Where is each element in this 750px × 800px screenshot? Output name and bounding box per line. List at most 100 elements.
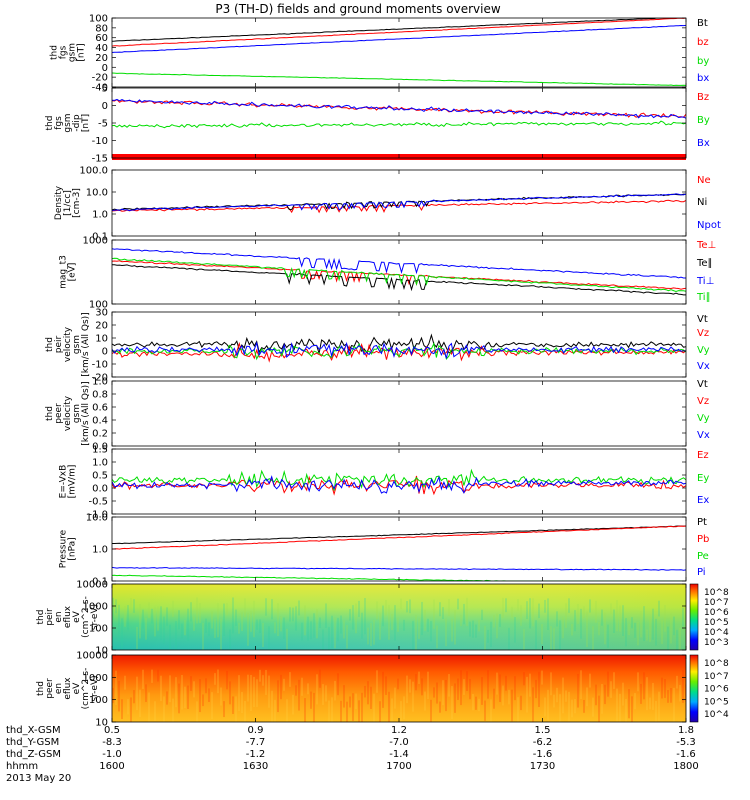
panel-6-ytick-label: 0.4	[92, 416, 108, 427]
panel-6-ylabel-line: peer	[54, 403, 64, 424]
panel-6-ytick-label: 1.0	[92, 377, 108, 388]
panel-1-ytick-label: 40	[95, 43, 108, 54]
panel-7-ytick-label: 0.5	[92, 471, 108, 482]
footer-value: 0.9	[248, 725, 264, 736]
series-line-p1-by	[112, 72, 686, 87]
series-line-p7-Ey	[112, 468, 686, 491]
footer-value: -1.6	[676, 749, 696, 760]
legend-label: Ez	[697, 450, 709, 461]
footer-value: -8.3	[102, 737, 122, 748]
panel-2-ytick-label: 5	[102, 84, 108, 95]
series-line-p2-Bx	[112, 98, 686, 119]
panel-7-frame	[111, 448, 687, 515]
legend-label: Vt	[697, 379, 708, 390]
panel-1-ytick-label: -20	[92, 73, 108, 84]
series-line-p1-bz	[112, 18, 686, 47]
panel-5-ytick-label: -20	[92, 373, 108, 384]
panel-2-ytick-label: -5	[98, 119, 108, 130]
panel-6-ytick-label: 0.8	[92, 390, 108, 401]
panel-3-ylabel-line: [cm-3]	[72, 188, 82, 218]
panel-3-ylabel-line: [1/cc]	[63, 190, 73, 216]
panel-4-ylabel-line: [eV]	[68, 263, 78, 282]
panel-6-ytick-label: 0.2	[92, 429, 108, 440]
panel-9-ylabel-line: peir	[45, 608, 55, 626]
panel-1-ytick-label: 60	[95, 33, 108, 44]
panel-8-frame	[111, 516, 687, 582]
panel-7-ytick-label: 1.0	[92, 458, 108, 469]
panel-10-spectrogram-texture	[112, 669, 686, 722]
panel-6-ylabel-line: gsm	[72, 404, 82, 423]
panel-5-ytick-label: 10	[95, 334, 108, 345]
series-line-p5-Vx	[112, 341, 686, 359]
panel-4-ytick-label: 100	[89, 300, 108, 311]
panel-1-ytick-label: 80	[95, 23, 108, 34]
panel-7-ytick-label: -1.0	[88, 510, 108, 521]
legend-label: Ti∥	[696, 292, 711, 303]
panel-2-ylabel-line: [nT]	[81, 114, 91, 132]
panel-9-colorbar-tick: 10^4	[704, 628, 729, 638]
footer-row-label: thd_Y-GSM	[6, 737, 59, 748]
legend-label: Ni	[697, 197, 707, 208]
legend-label: Vz	[697, 328, 709, 339]
panel-8-ylabel-line: Pressure	[59, 529, 69, 568]
panel-2-ytick-label: -10	[92, 136, 108, 147]
panel-9-colorbar-tick: 10^6	[704, 608, 729, 618]
panel-6-frame	[111, 380, 687, 447]
panel-7-ylabel-line: E=-VxB	[59, 465, 69, 499]
legend-label: bx	[697, 73, 709, 84]
footer-value: -7.7	[246, 737, 266, 748]
panel-9-ylabel-line: eflux	[63, 605, 73, 628]
panel-10-ytick-label: 1000	[83, 673, 108, 684]
legend-label: Ne	[697, 175, 711, 186]
panel-9-spectrogram-drift	[112, 584, 686, 650]
panel-3-ytick-label: 100.0	[79, 166, 108, 177]
legend-label: Ti⊥	[696, 276, 714, 287]
panel-9-ylabel-line: sr-eV)	[90, 604, 100, 630]
series-line-p3-Ne	[112, 199, 686, 214]
panel-5-ylabel-line: gsm	[72, 335, 82, 354]
panel-10-ytick-label: 10000	[76, 651, 108, 662]
panel-9-ytick-label: 10	[95, 646, 108, 657]
panel-10-colorbar-tick: 10^7	[704, 672, 729, 682]
panel-9-ylabel-line: thd	[36, 610, 46, 625]
footer-value: -1.2	[246, 749, 266, 760]
series-line-p4-Te∥	[112, 264, 686, 296]
legend-label: Bt	[697, 18, 708, 29]
panel-9-colorbar-tick: 10^8	[704, 588, 729, 598]
footer-value: 1.2	[391, 725, 407, 736]
panel-1-ytick-label: 0	[102, 63, 108, 74]
panel-7-ytick-label: 1.5	[92, 445, 108, 456]
panel-5-ytick-label: 20	[95, 321, 108, 332]
panel-9-colorbar-tick: 10^7	[704, 598, 729, 608]
panel-8-ytick-label: 10.0	[86, 513, 108, 524]
panel-5-ylabel-line: peir	[54, 335, 64, 353]
panel-1-frame	[111, 17, 687, 88]
footer-value: -1.0	[102, 749, 122, 760]
legend-label: bz	[697, 37, 709, 48]
panel-1-ytick-label: -40	[92, 83, 108, 94]
footer-date: 2013 May 20	[6, 773, 71, 784]
footer-value: 1.8	[678, 725, 694, 736]
panel-6-ytick-label: 0.0	[92, 442, 108, 453]
footer-value: 1700	[386, 761, 411, 772]
panel-9-ylabel-line: en	[54, 611, 64, 622]
panel-5-ylabel-line: thd	[45, 337, 55, 352]
footer-row-label: thd_X-GSM	[6, 725, 61, 736]
panel-1-ytick-label: 100	[89, 14, 108, 25]
footer-ephemeris: thd_X-GSM 0.5 0.9 1.2 1.5 1.8 thd_Y-GSM -8.3 -7.…	[6, 725, 699, 784]
legend-label: Bx	[697, 138, 710, 149]
panel-2-frame	[111, 87, 687, 159]
legend-label: Vz	[697, 396, 709, 407]
panel-10-colorbar-tick: 10^4	[704, 710, 729, 720]
footer-value: -1.6	[533, 749, 553, 760]
legend-label: Vy	[697, 345, 710, 356]
panel-2-ylabel-line: fgs	[54, 116, 64, 130]
panel-9-colorbar-tick: 10^5	[704, 618, 729, 628]
legend-label: Te⊥	[696, 240, 716, 251]
panel-6-ylabel-line: thd	[45, 406, 55, 421]
legend-label: Npot	[697, 220, 721, 231]
series-line-p5-Vz	[112, 341, 686, 363]
panel-10-ylabel-line: thd	[36, 681, 46, 696]
panel-10-ytick-label: 100	[89, 695, 108, 706]
